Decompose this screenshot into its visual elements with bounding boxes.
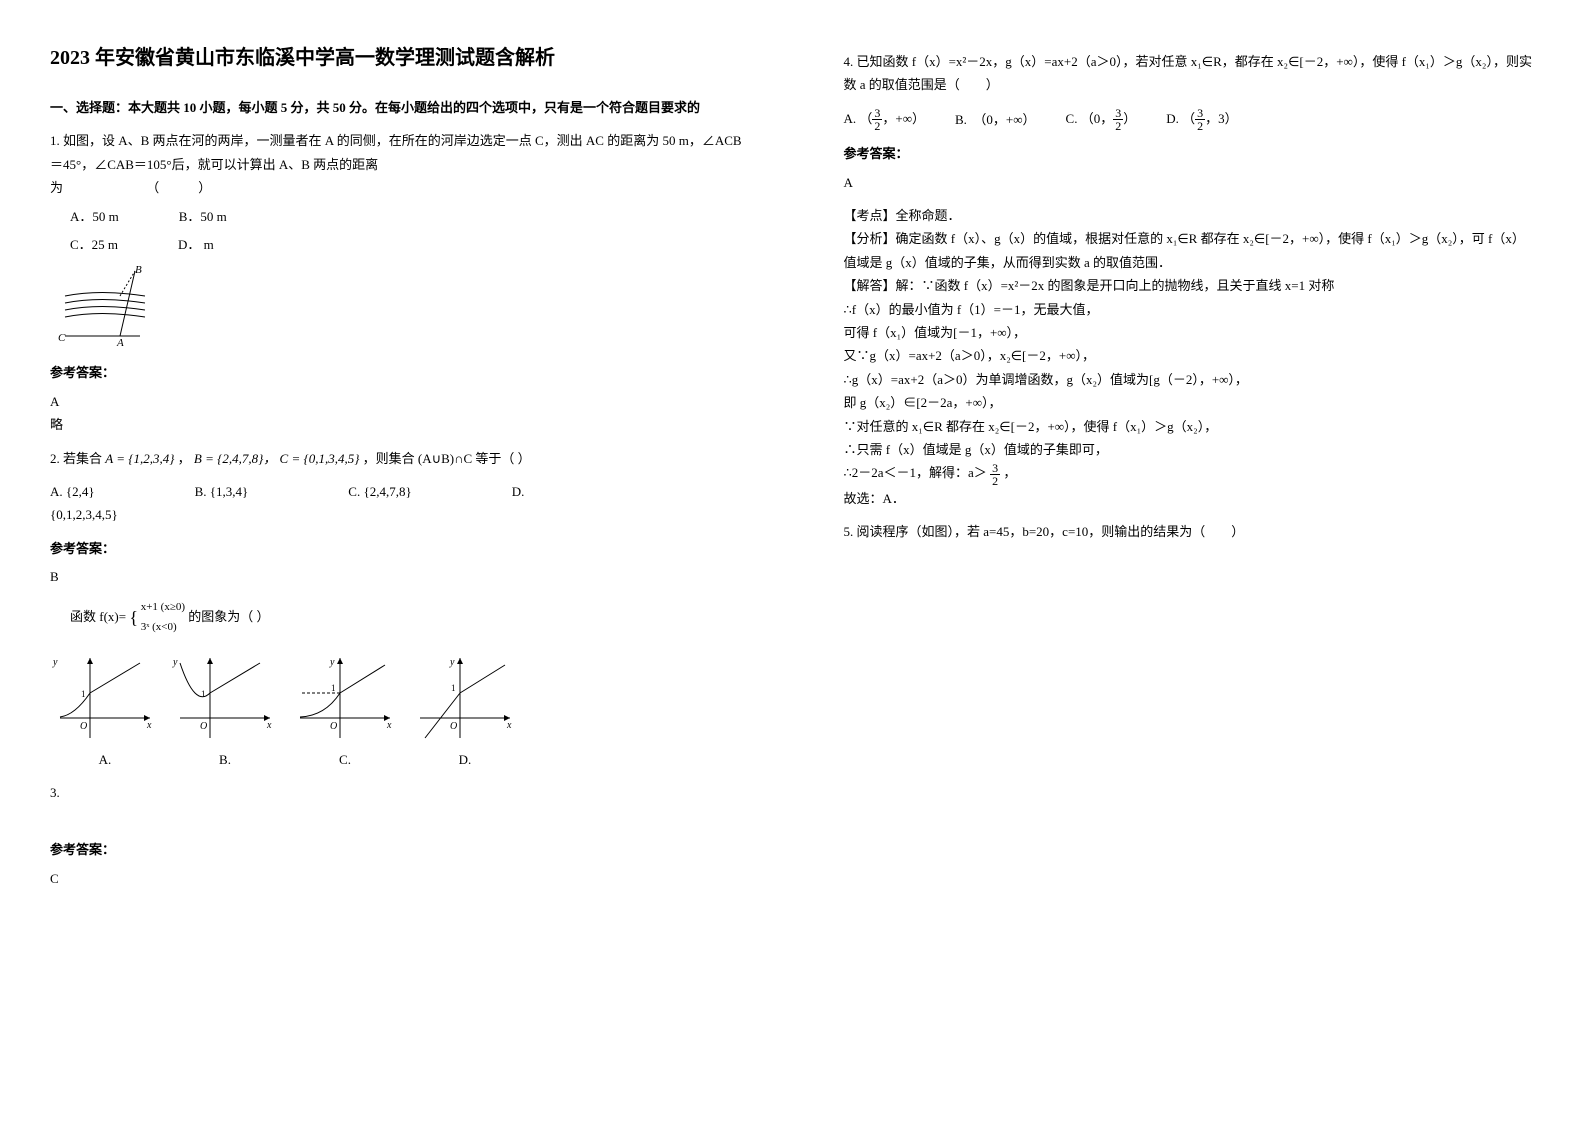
q3-graph-b: y x O 1 B. <box>170 648 280 771</box>
q5-text: 5. 阅读程序（如图），若 a=45，b=20，c=10，则输出的结果为（ ） <box>844 520 1538 543</box>
question-4: 4. 已知函数 f（x）=x²－2x，g（x）=ax+2（a＞0），若对任意 x… <box>844 50 1538 97</box>
q4-sol2: 【分析】确定函数 f（x）、g（x）的值域，根据对任意的 x₁∈R 都存在 x₂… <box>844 227 1538 274</box>
q2-mid: ，则集合 (A∪B)∩C 等于（ ） <box>363 451 531 466</box>
question-3: 函数 f(x)= { x+1 (x≥0) 3ˣ (x<0) 的图象为（ ） <box>50 598 744 771</box>
q4-text: 4. 已知函数 f（x）=x²－2x，g（x）=ax+2（a＞0），若对任意 x… <box>844 50 1538 97</box>
q3-graph-a: y x O 1 A. <box>50 648 160 771</box>
q1-text: 1. 如图，设 A、B 两点在河的两岸，一测量者在 A 的同侧，在所在的河岸边选… <box>50 129 744 176</box>
svg-text:y: y <box>172 657 178 668</box>
q4-opt-b: B. （0，+∞） <box>955 108 1036 131</box>
svg-text:x: x <box>146 720 152 731</box>
q3-graph-d: y x O 1 D. <box>410 648 520 771</box>
right-column: 4. 已知函数 f（x）=x²－2x，g（x）=ax+2（a＞0），若对任意 x… <box>794 0 1587 1122</box>
q4-opt-c: C. （0，32） <box>1066 107 1137 133</box>
question-2: 2. 若集合 A = {1,2,3,4} ， B = {2,4,7,8}， C … <box>50 447 744 470</box>
svg-text:O: O <box>200 721 207 732</box>
q4-sol3: 【解答】解：∵函数 f（x）=x²－2x 的图象是开口向上的抛物线，且关于直线 … <box>844 274 1538 297</box>
q1-answer-label: 参考答案： <box>50 361 744 384</box>
svg-text:O: O <box>80 721 87 732</box>
q4-sol7: ∴g（x）=ax+2（a＞0）为单调增函数，g（x₂）值域为[g（－2），+∞）… <box>844 368 1538 391</box>
q2-C: C = {0,1,3,4,5} <box>280 451 360 466</box>
q4-sol4: ∴f（x）的最小值为 f（1）=－1，无最大值， <box>844 298 1538 321</box>
q4-opt-a: A. （32，+∞） <box>844 107 926 133</box>
q3-suffix: 的图象为（ ） <box>188 609 269 624</box>
svg-text:A: A <box>116 337 124 349</box>
q4-sol6: 又∵g（x）=ax+2（a＞0），x₂∈[－2，+∞）， <box>844 344 1538 367</box>
q2-opt-d-cont: {0,1,2,3,4,5} <box>50 503 744 526</box>
svg-text:O: O <box>450 721 457 732</box>
q3-graph-c: y x O 1 C. <box>290 648 400 771</box>
q4-answer-label: 参考答案： <box>844 142 1538 165</box>
svg-text:1: 1 <box>451 683 456 693</box>
q3-label-b: B. <box>170 748 280 771</box>
q3-num: 3. <box>50 781 744 804</box>
q4-sol12: 故选：A． <box>844 487 1538 510</box>
q4-opt-d: D. （32，3） <box>1166 107 1237 133</box>
svg-text:y: y <box>52 657 58 668</box>
svg-text:x: x <box>506 720 512 731</box>
section-1-heading: 一、选择题：本大题共 10 小题，每小题 5 分，共 50 分。在每小题给出的四… <box>50 96 744 119</box>
q3-answer-label: 参考答案： <box>50 838 744 861</box>
q2-opt-c: C. {2,4,7,8} <box>348 480 411 503</box>
q1-opt-b: B．50 m <box>179 205 227 228</box>
q4-sol10: ∴只需 f（x）值域是 g（x）值域的子集即可， <box>844 438 1538 461</box>
q4-sol1: 【考点】全称命题． <box>844 204 1538 227</box>
svg-text:y: y <box>449 657 455 668</box>
q3-answer: C <box>50 867 744 890</box>
q2-B: B = {2,4,7,8}， <box>194 451 276 466</box>
svg-text:C: C <box>58 332 66 344</box>
q4-sol5: 可得 f（x₁）值域为[－1，+∞）， <box>844 321 1538 344</box>
q3-prefix: 函数 f(x)= <box>70 609 129 624</box>
q2-pre: 2. 若集合 <box>50 451 105 466</box>
q2-opt-b: B. {1,3,4} <box>195 480 249 503</box>
question-1: 1. 如图，设 A、B 两点在河的两岸，一测量者在 A 的同侧，在所在的河岸边选… <box>50 129 744 351</box>
q2-answer-label: 参考答案： <box>50 537 744 560</box>
q3-label-c: C. <box>290 748 400 771</box>
q4-sol8: 即 g（x₂）∈[2－2a，+∞）， <box>844 391 1538 414</box>
q1-note: 略 <box>50 413 744 436</box>
svg-text:x: x <box>386 720 392 731</box>
svg-text:B: B <box>135 264 142 276</box>
svg-text:1: 1 <box>331 683 336 693</box>
svg-text:1: 1 <box>201 689 206 699</box>
q2-opt-a: A. {2,4} <box>50 480 95 503</box>
q1-diagram: B C A <box>50 261 160 351</box>
q1-prefix: 为 <box>50 180 63 195</box>
q4-sol11: ∴2－2a＜－1，解得：a＞ 32 ， <box>844 461 1538 487</box>
question-5: 5. 阅读程序（如图），若 a=45，b=20，c=10，则输出的结果为（ ） <box>844 520 1538 543</box>
q1-opt-d: D． m <box>178 233 214 256</box>
svg-text:O: O <box>330 721 337 732</box>
svg-text:1: 1 <box>81 689 86 699</box>
q3-label-d: D. <box>410 748 520 771</box>
q1-opt-a: A．50 m <box>70 205 119 228</box>
q3-label-a: A. <box>50 748 160 771</box>
q3-pw1: x+1 (x≥0) <box>141 598 185 618</box>
left-column: 2023 年安徽省黄山市东临溪中学高一数学理测试题含解析 一、选择题：本大题共 … <box>0 0 794 1122</box>
q2-A: A = {1,2,3,4} <box>105 451 174 466</box>
q1-opt-c: C．25 m <box>70 233 118 256</box>
svg-text:x: x <box>266 720 272 731</box>
svg-text:y: y <box>329 657 335 668</box>
q1-answer: A <box>50 390 744 413</box>
q2-opt-d: D. <box>512 480 525 503</box>
q4-answer: A <box>844 171 1538 194</box>
q2-answer: B <box>50 565 744 588</box>
doc-title: 2023 年安徽省黄山市东临溪中学高一数学理测试题含解析 <box>50 40 744 76</box>
q3-pw2: 3ˣ (x<0) <box>141 618 185 638</box>
q4-sol9: ∵对任意的 x₁∈R 都存在 x₂∈[－2，+∞），使得 f（x₁）＞g（x₂）… <box>844 415 1538 438</box>
